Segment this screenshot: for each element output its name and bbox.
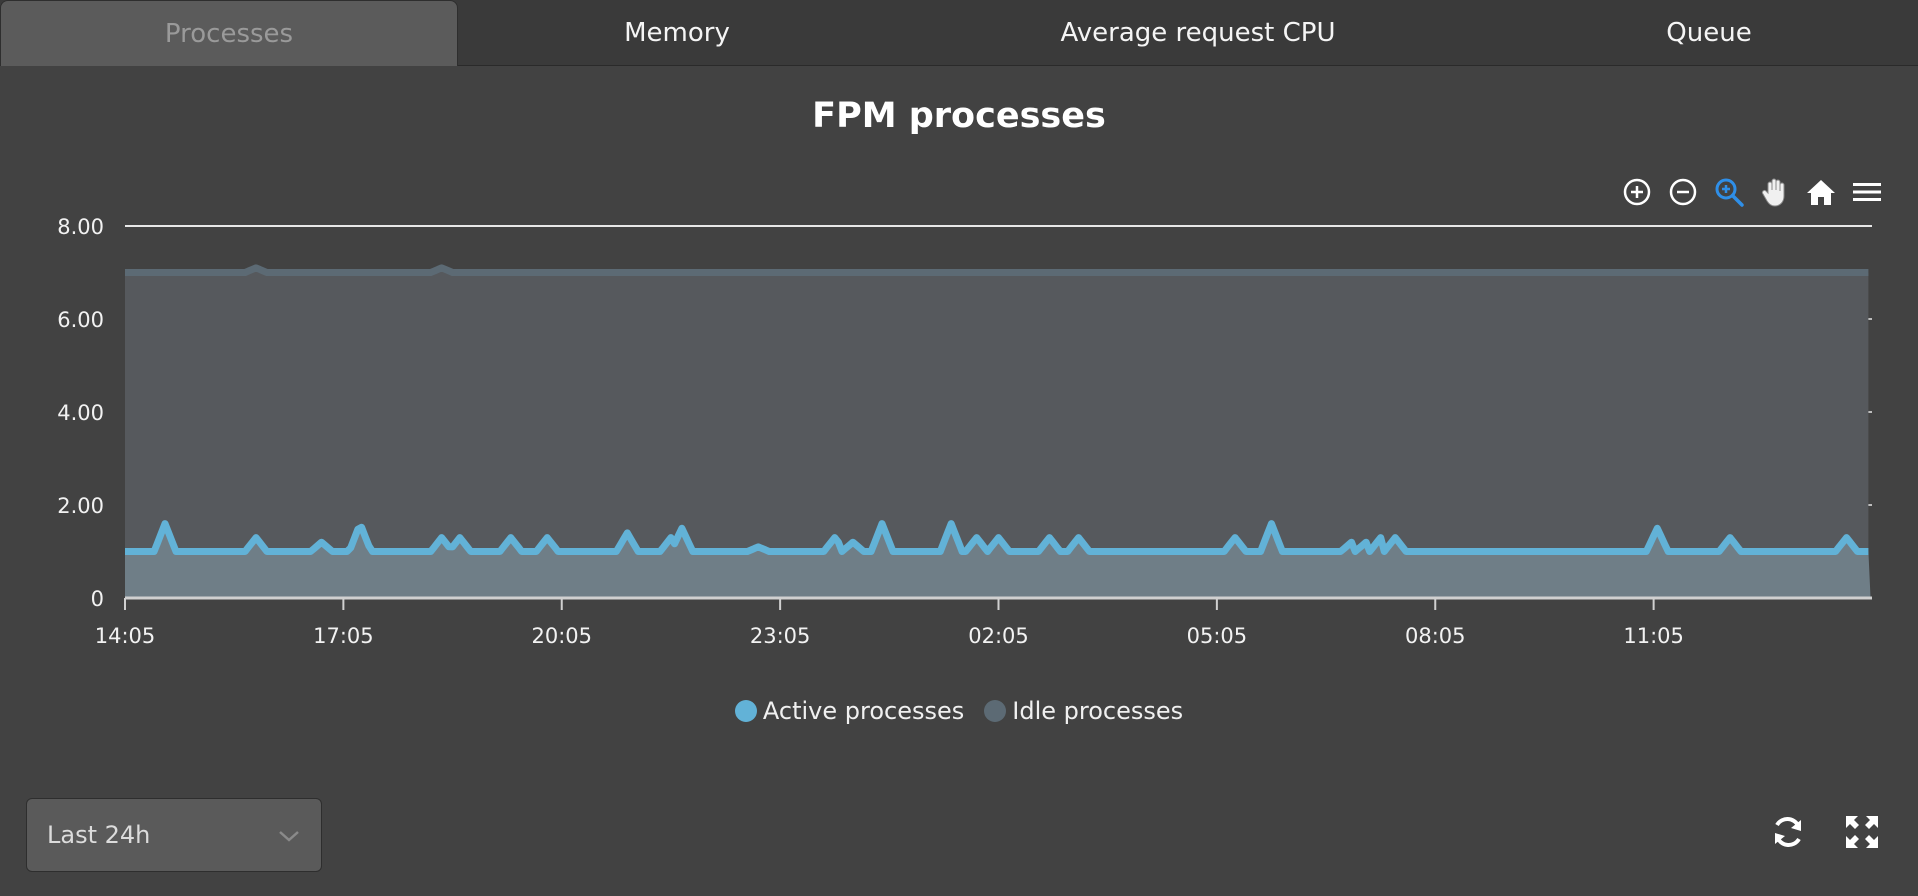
pan-hand-icon[interactable] bbox=[1758, 175, 1792, 209]
menu-icon[interactable] bbox=[1850, 175, 1884, 209]
y-tick-label: 4.00 bbox=[57, 401, 104, 425]
chevron-down-icon bbox=[277, 821, 301, 849]
idle-processes-area bbox=[125, 267, 1869, 552]
legend-label-active: Active processes bbox=[762, 697, 965, 725]
x-tick-label: 08:05 bbox=[1405, 624, 1466, 648]
fullscreen-icon[interactable] bbox=[1842, 812, 1882, 852]
x-tick-label: 05:05 bbox=[1187, 624, 1248, 648]
y-tick-label: 6.00 bbox=[57, 308, 104, 332]
time-range-select[interactable]: Last 24h bbox=[26, 798, 322, 872]
zoom-in-icon[interactable] bbox=[1620, 175, 1654, 209]
chart-toolbar bbox=[1620, 174, 1884, 210]
tab-queue[interactable]: Queue bbox=[1666, 18, 1752, 48]
legend-swatch-idle bbox=[984, 700, 1007, 722]
legend-swatch-active bbox=[734, 700, 757, 722]
home-reset-icon[interactable] bbox=[1804, 175, 1838, 209]
legend-item-idle[interactable]: Idle processes bbox=[984, 697, 1183, 725]
chart-areas bbox=[125, 264, 1871, 598]
x-tick-label: 02:05 bbox=[968, 624, 1029, 648]
y-tick-label: 2.00 bbox=[57, 494, 104, 518]
idle-processes-line bbox=[125, 264, 1869, 276]
chart-legend: Active processes Idle processes bbox=[0, 697, 1918, 725]
y-tick-label: 0 bbox=[91, 587, 104, 611]
legend-item-active[interactable]: Active processes bbox=[734, 697, 965, 725]
x-tick-label: 14:05 bbox=[95, 624, 156, 648]
x-tick-label: 11:05 bbox=[1623, 624, 1684, 648]
tab-processes[interactable]: Processes bbox=[0, 0, 458, 66]
refresh-icon[interactable] bbox=[1768, 812, 1808, 852]
active-processes-area bbox=[125, 523, 1871, 598]
selection-zoom-icon[interactable] bbox=[1712, 175, 1746, 209]
x-tick-label: 17:05 bbox=[313, 624, 374, 648]
x-tick-label: 20:05 bbox=[531, 624, 592, 648]
tab-bar: Processes Memory Average request CPU Que… bbox=[0, 0, 1918, 66]
tab-memory[interactable]: Memory bbox=[624, 18, 730, 48]
tab-average-request-cpu[interactable]: Average request CPU bbox=[1060, 18, 1336, 48]
active-processes-line bbox=[125, 520, 1869, 555]
legend-label-idle: Idle processes bbox=[1012, 697, 1184, 725]
panel-actions bbox=[1768, 812, 1882, 852]
x-tick-label: 23:05 bbox=[750, 624, 811, 648]
fpm-processes-chart: 0 2.00 4.00 6.00 8.00 14:05 17:05 20:05 23:05 02:… bbox=[57, 215, 1872, 648]
chart-axes: 0 2.00 4.00 6.00 8.00 14:05 17:05 20:05 23:05 02:… bbox=[57, 215, 1872, 648]
time-range-value: Last 24h bbox=[47, 821, 151, 849]
chart-title: FPM processes bbox=[812, 96, 1106, 136]
zoom-out-icon[interactable] bbox=[1666, 175, 1700, 209]
y-tick-label: 8.00 bbox=[57, 215, 104, 239]
